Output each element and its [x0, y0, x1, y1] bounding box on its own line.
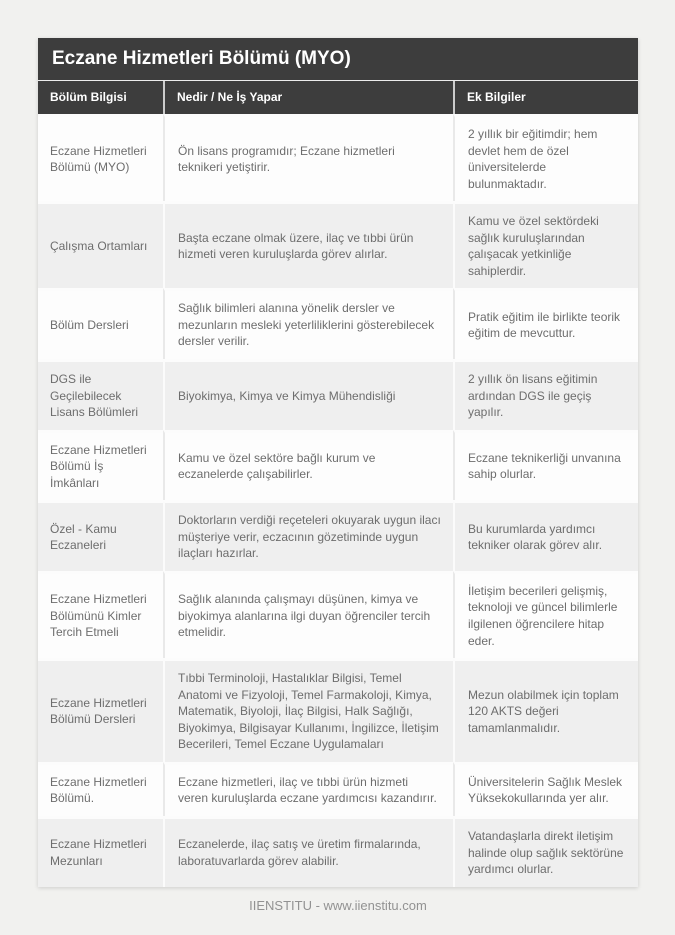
- cell-ek-bilgiler: Eczane teknikerliği unvanına sahip olurl…: [453, 429, 638, 501]
- table-row: Çalışma Ortamları Başta eczane olmak üze…: [38, 201, 638, 289]
- table-row: Eczane Hizmetleri Bölümü Dersleri Tıbbi …: [38, 658, 638, 762]
- cell-ek-bilgiler: Üniversitelerin Sağlık Meslek Yüksekokul…: [453, 761, 638, 816]
- footer-text: IIENSTITU - www.iienstitu.com: [249, 897, 427, 913]
- cell-ek-bilgiler: Pratik eğitim ile birlikte teorik eğitim…: [453, 288, 638, 360]
- cell-nedir-ne-is-yapar: Sağlık bilimleri alanına yönelik dersler…: [163, 288, 453, 360]
- cell-bolum-bilgisi: Eczane Hizmetleri Mezunları: [38, 815, 163, 887]
- cell-nedir-ne-is-yapar: Kamu ve özel sektöre bağlı kurum ve ecza…: [163, 429, 453, 501]
- table-row: Eczane Hizmetleri Bölümünü Kimler Tercih…: [38, 570, 638, 659]
- cell-ek-bilgiler: Vatandaşlarla direkt iletişim halinde ol…: [453, 815, 638, 887]
- column-header-nedir-ne-is-yapar: Nedir / Ne İş Yapar: [163, 81, 453, 114]
- cell-nedir-ne-is-yapar: Eczanelerde, ilaç satış ve üretim firmal…: [163, 815, 453, 887]
- cell-ek-bilgiler: Bu kurumlarda yardımcı tekniker olarak g…: [453, 500, 638, 571]
- cell-bolum-bilgisi: Eczane Hizmetleri Bölümü İş İmkânları: [38, 429, 163, 501]
- cell-nedir-ne-is-yapar: Biyokimya, Kimya ve Kimya Mühendisliği: [163, 359, 453, 430]
- column-header-ek-bilgiler: Ek Bilgiler: [453, 81, 638, 114]
- cell-ek-bilgiler: Kamu ve özel sektördeki sağlık kuruluşla…: [453, 201, 638, 289]
- cell-bolum-bilgisi: Eczane Hizmetleri Bölümü Dersleri: [38, 658, 163, 762]
- cell-bolum-bilgisi: Bölüm Dersleri: [38, 288, 163, 360]
- table-row: Eczane Hizmetleri Bölümü. Eczane hizmetl…: [38, 761, 638, 816]
- table-row: Eczane Hizmetleri Bölümü (MYO) Ön lisans…: [38, 114, 638, 202]
- table-row: Özel - Kamu Eczaneleri Doktorların verdi…: [38, 500, 638, 571]
- column-header-bolum-bilgisi: Bölüm Bilgisi: [38, 81, 163, 114]
- info-card: Eczane Hizmetleri Bölümü (MYO) Bölüm Bil…: [38, 38, 638, 887]
- table-row: Eczane Hizmetleri Bölümü İş İmkânları Ka…: [38, 429, 638, 501]
- table-row: DGS ile Geçilebilecek Lisans Bölümleri B…: [38, 359, 638, 430]
- cell-nedir-ne-is-yapar: Başta eczane olmak üzere, ilaç ve tıbbi …: [163, 201, 453, 289]
- cell-bolum-bilgisi: Çalışma Ortamları: [38, 201, 163, 289]
- page-title: Eczane Hizmetleri Bölümü (MYO): [38, 38, 638, 81]
- cell-bolum-bilgisi: Özel - Kamu Eczaneleri: [38, 500, 163, 571]
- cell-nedir-ne-is-yapar: Ön lisans programıdır; Eczane hizmetleri…: [163, 114, 453, 202]
- cell-ek-bilgiler: Mezun olabilmek için toplam 120 AKTS değ…: [453, 658, 638, 762]
- cell-ek-bilgiler: 2 yıllık bir eğitimdir; hem devlet hem d…: [453, 114, 638, 202]
- cell-bolum-bilgisi: Eczane Hizmetleri Bölümü.: [38, 761, 163, 816]
- cell-nedir-ne-is-yapar: Sağlık alanında çalışmayı düşünen, kimya…: [163, 570, 453, 659]
- info-table: Bölüm Bilgisi Nedir / Ne İş Yapar Ek Bil…: [38, 81, 638, 887]
- cell-ek-bilgiler: İletişim becerileri gelişmiş, teknoloji …: [453, 570, 638, 659]
- table-row: Eczane Hizmetleri Mezunları Eczanelerde,…: [38, 815, 638, 887]
- cell-ek-bilgiler: 2 yıllık ön lisans eğitimin ardından DGS…: [453, 359, 638, 430]
- cell-bolum-bilgisi: DGS ile Geçilebilecek Lisans Bölümleri: [38, 359, 163, 430]
- table-body: Eczane Hizmetleri Bölümü (MYO) Ön lisans…: [38, 114, 638, 887]
- table-row: Bölüm Dersleri Sağlık bilimleri alanına …: [38, 288, 638, 360]
- table-header-row: Bölüm Bilgisi Nedir / Ne İş Yapar Ek Bil…: [38, 81, 638, 114]
- cell-bolum-bilgisi: Eczane Hizmetleri Bölümü (MYO): [38, 114, 163, 202]
- cell-nedir-ne-is-yapar: Eczane hizmetleri, ilaç ve tıbbi ürün hi…: [163, 761, 453, 816]
- cell-bolum-bilgisi: Eczane Hizmetleri Bölümünü Kimler Tercih…: [38, 570, 163, 659]
- cell-nedir-ne-is-yapar: Tıbbi Terminoloji, Hastalıklar Bilgisi, …: [163, 658, 453, 762]
- cell-nedir-ne-is-yapar: Doktorların verdiği reçeteleri okuyarak …: [163, 500, 453, 571]
